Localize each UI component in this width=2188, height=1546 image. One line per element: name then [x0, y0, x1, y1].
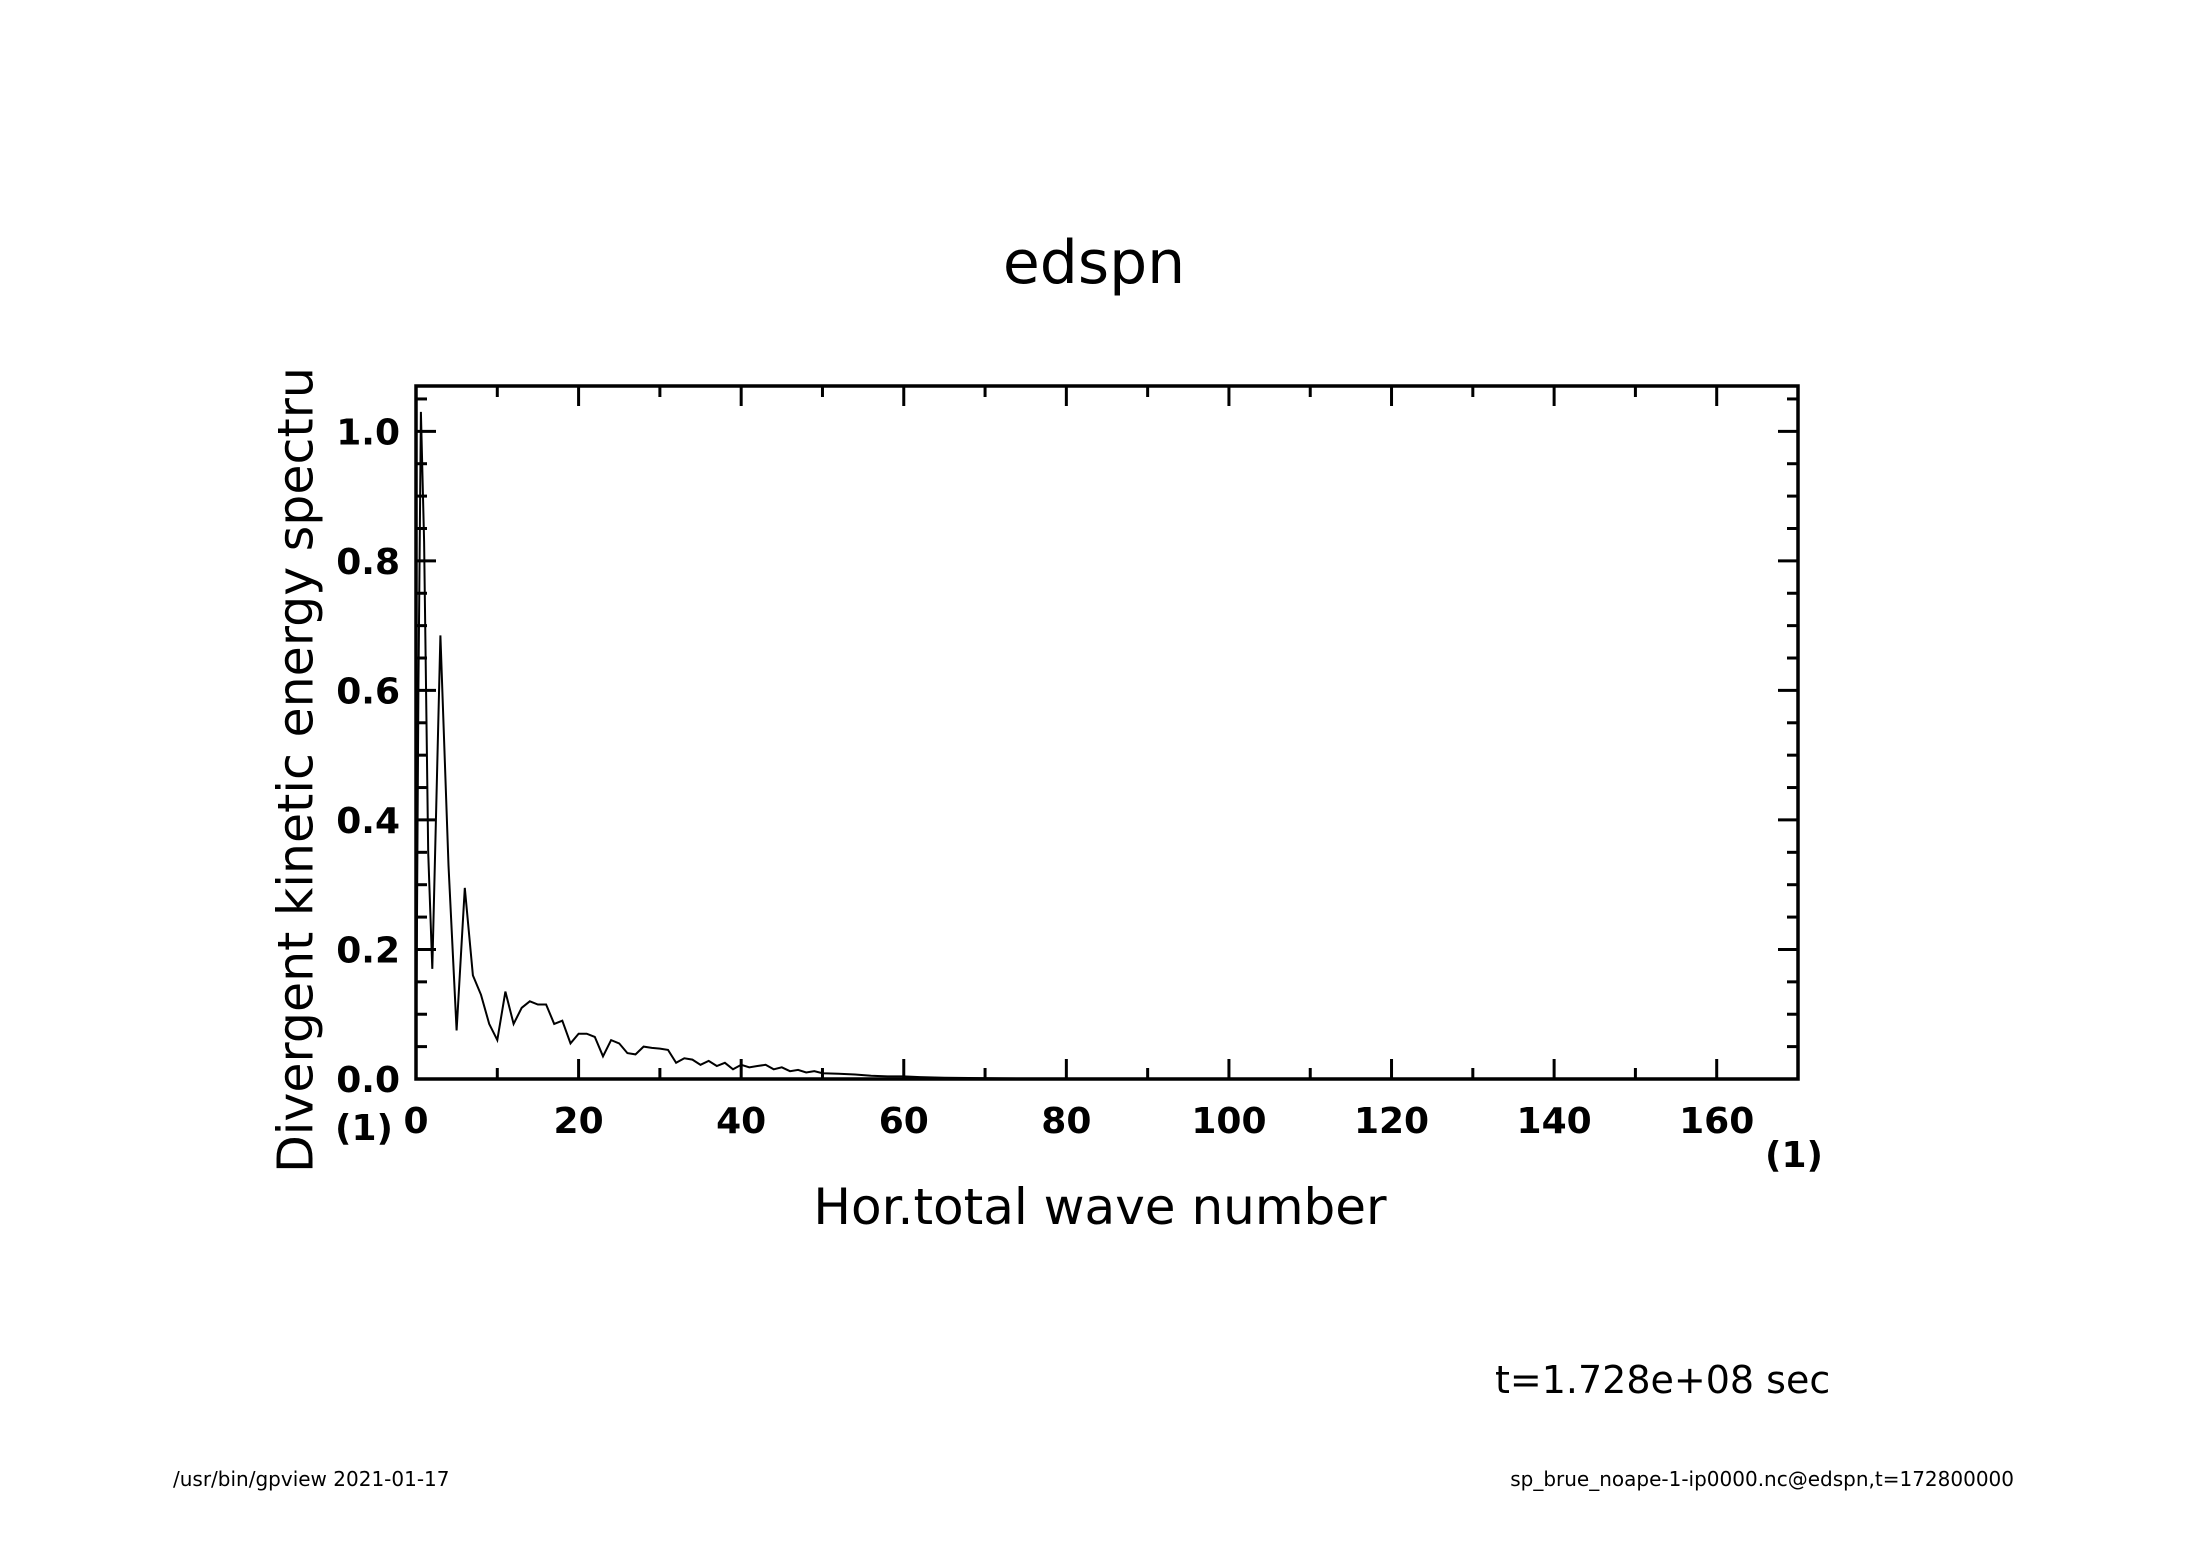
- x-tick-label: 140: [1517, 1101, 1592, 1142]
- x-tick-label: 120: [1354, 1101, 1429, 1142]
- x-tick-label: 100: [1191, 1101, 1266, 1142]
- x-tick-label: 160: [1679, 1101, 1754, 1142]
- x-tick-label: 0: [403, 1101, 428, 1142]
- footer-program-date: /usr/bin/gpview 2021-01-17: [173, 1467, 450, 1491]
- x-tick-label: 20: [554, 1101, 604, 1142]
- y-tick-label: 0.2: [336, 930, 400, 971]
- footer-source-file: sp_brue_noape-1-ip0000.nc@edspn,t=172800…: [1510, 1467, 2014, 1491]
- time-annotation: t=1.728e+08 sec: [1495, 1358, 1831, 1402]
- axis-ticks: [414, 386, 1800, 1081]
- y-tick-label: 0.4: [336, 801, 400, 842]
- x-tick-labels: 0 20 40 60 80 100 120 140 160: [403, 1101, 1754, 1142]
- y-axis-unit: (1): [335, 1108, 393, 1149]
- x-axis-label: Hor.total wave number: [813, 1178, 1387, 1236]
- y-tick-label: 0.0: [336, 1060, 400, 1101]
- plot-frame: [414, 384, 1800, 1081]
- y-tick-label: 1.0: [336, 412, 400, 453]
- x-tick-label: 60: [879, 1101, 929, 1142]
- y-axis-label: Divergent kinetic energy spectru: [267, 367, 325, 1173]
- x-axis-unit: (1): [1765, 1135, 1823, 1176]
- x-tick-label: 40: [716, 1101, 766, 1142]
- chart-title: edspn: [1002, 228, 1186, 298]
- y-tick-label: 0.8: [336, 542, 400, 583]
- x-tick-label: 80: [1041, 1101, 1091, 1142]
- y-tick-labels: 0.0 0.2 0.4 0.6 0.8 1.0: [336, 412, 400, 1101]
- y-tick-label: 0.6: [336, 671, 400, 712]
- series-line: [415, 411, 1798, 1080]
